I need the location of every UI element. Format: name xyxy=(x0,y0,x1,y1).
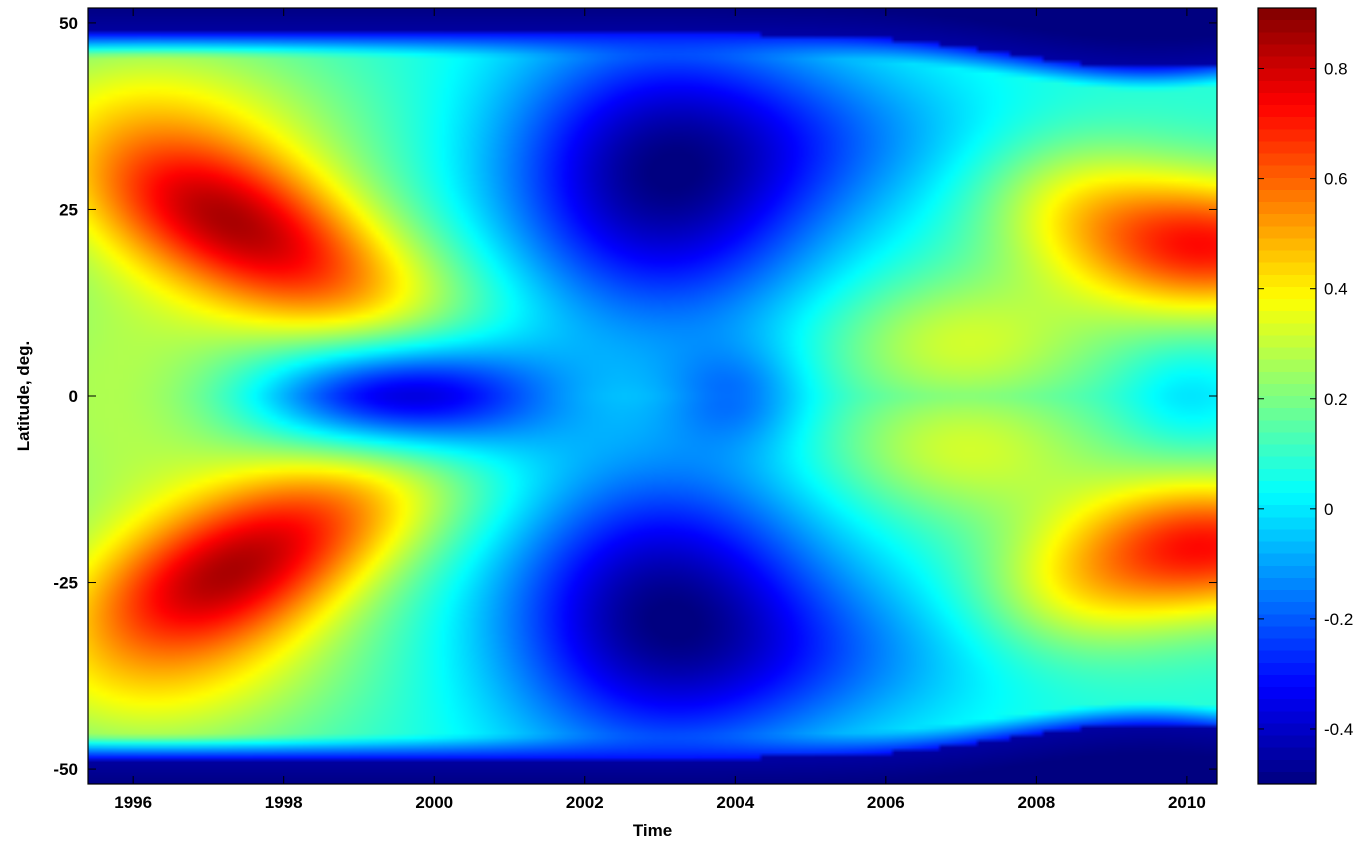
colorbar: 0.8 0.6 0.4 0.2 0 -0.2 -0.4 xyxy=(1257,7,1353,785)
colorbar-tick-label: 0.6 xyxy=(1324,170,1348,189)
colorbar-tick-label: 0 xyxy=(1324,500,1333,519)
x-tick-label: 1996 xyxy=(114,793,152,812)
colorbar-tick-label: -0.2 xyxy=(1324,610,1353,629)
colorbar-tick-label: -0.4 xyxy=(1324,720,1353,739)
colorbar-tick-label: 0.4 xyxy=(1324,280,1348,299)
y-tick-label: -50 xyxy=(53,760,78,779)
x-tick-label: 2004 xyxy=(716,793,754,812)
y-axis: 50 25 0 -25 -50 xyxy=(53,14,1217,779)
colorbar-frame xyxy=(1257,7,1317,785)
x-tick-label: 1998 xyxy=(265,793,303,812)
x-tick-label: 2002 xyxy=(566,793,604,812)
heatmap-image xyxy=(88,8,1217,784)
colorbar-tick-label: 0.2 xyxy=(1324,390,1348,409)
x-axis: 1996 1998 2000 2002 2004 2006 2008 2010 xyxy=(114,8,1206,812)
x-tick-label: 2000 xyxy=(415,793,453,812)
y-axis-title: Latitude, deg. xyxy=(14,341,33,452)
y-tick-label: 25 xyxy=(59,200,78,219)
colorbar-ticks: 0.8 0.6 0.4 0.2 0 -0.2 -0.4 xyxy=(1258,60,1353,739)
y-tick-label: 0 xyxy=(69,387,78,406)
x-tick-label: 2010 xyxy=(1168,793,1206,812)
plot-area xyxy=(87,7,1218,785)
x-axis-title: Time xyxy=(633,821,672,840)
x-tick-label: 2006 xyxy=(867,793,905,812)
y-tick-label: 50 xyxy=(59,14,78,33)
colorbar-gradient xyxy=(1258,8,1316,784)
x-tick-label: 2008 xyxy=(1017,793,1055,812)
colorbar-tick-label: 0.8 xyxy=(1324,60,1348,79)
y-tick-label: -25 xyxy=(53,574,78,593)
